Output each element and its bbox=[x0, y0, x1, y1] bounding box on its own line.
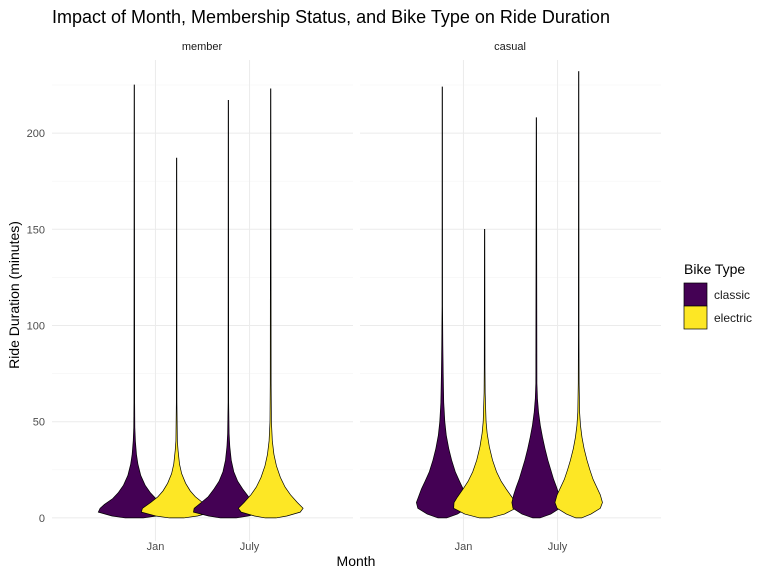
y-tick-label: 200 bbox=[27, 128, 45, 140]
x-tick-label: July bbox=[240, 541, 260, 553]
legend-key-electric bbox=[683, 305, 708, 330]
chart-title: Impact of Month, Membership Status, and … bbox=[52, 7, 610, 27]
legend-label-classic: classic bbox=[714, 288, 750, 302]
violin-member-jan-electric bbox=[140, 157, 213, 519]
y-tick-label: 150 bbox=[27, 224, 45, 236]
legend-key-classic bbox=[683, 282, 708, 307]
legend: Bike Type classic electric bbox=[683, 261, 752, 330]
violin-member-july-classic bbox=[193, 100, 264, 519]
axis-layer: Jan July Jan July 0 50 100 150 200 bbox=[27, 128, 568, 553]
legend-label-electric: electric bbox=[714, 311, 752, 325]
x-tick-label: Jan bbox=[147, 541, 165, 553]
x-tick-label: July bbox=[548, 541, 568, 553]
x-axis-title: Month bbox=[337, 553, 376, 569]
grid-layer bbox=[52, 60, 661, 541]
violin-casual-jan-electric bbox=[453, 228, 516, 519]
y-tick-label: 100 bbox=[27, 321, 45, 333]
facet-label-casual: casual bbox=[494, 41, 526, 53]
y-tick-label: 50 bbox=[33, 417, 45, 429]
x-tick-label: Jan bbox=[455, 541, 473, 553]
y-tick-label: 0 bbox=[39, 513, 45, 525]
violin-member-july-electric bbox=[237, 88, 304, 519]
violin-layer bbox=[97, 71, 603, 519]
violin-casual-july-electric bbox=[554, 71, 603, 519]
violin-member-jan-classic bbox=[97, 84, 171, 519]
legend-title: Bike Type bbox=[684, 261, 745, 277]
y-axis-title: Ride Duration (minutes) bbox=[6, 221, 22, 369]
facet-label-member: member bbox=[182, 41, 223, 53]
violin-casual-july-classic bbox=[511, 117, 562, 519]
violin-casual-jan-classic bbox=[416, 86, 469, 519]
